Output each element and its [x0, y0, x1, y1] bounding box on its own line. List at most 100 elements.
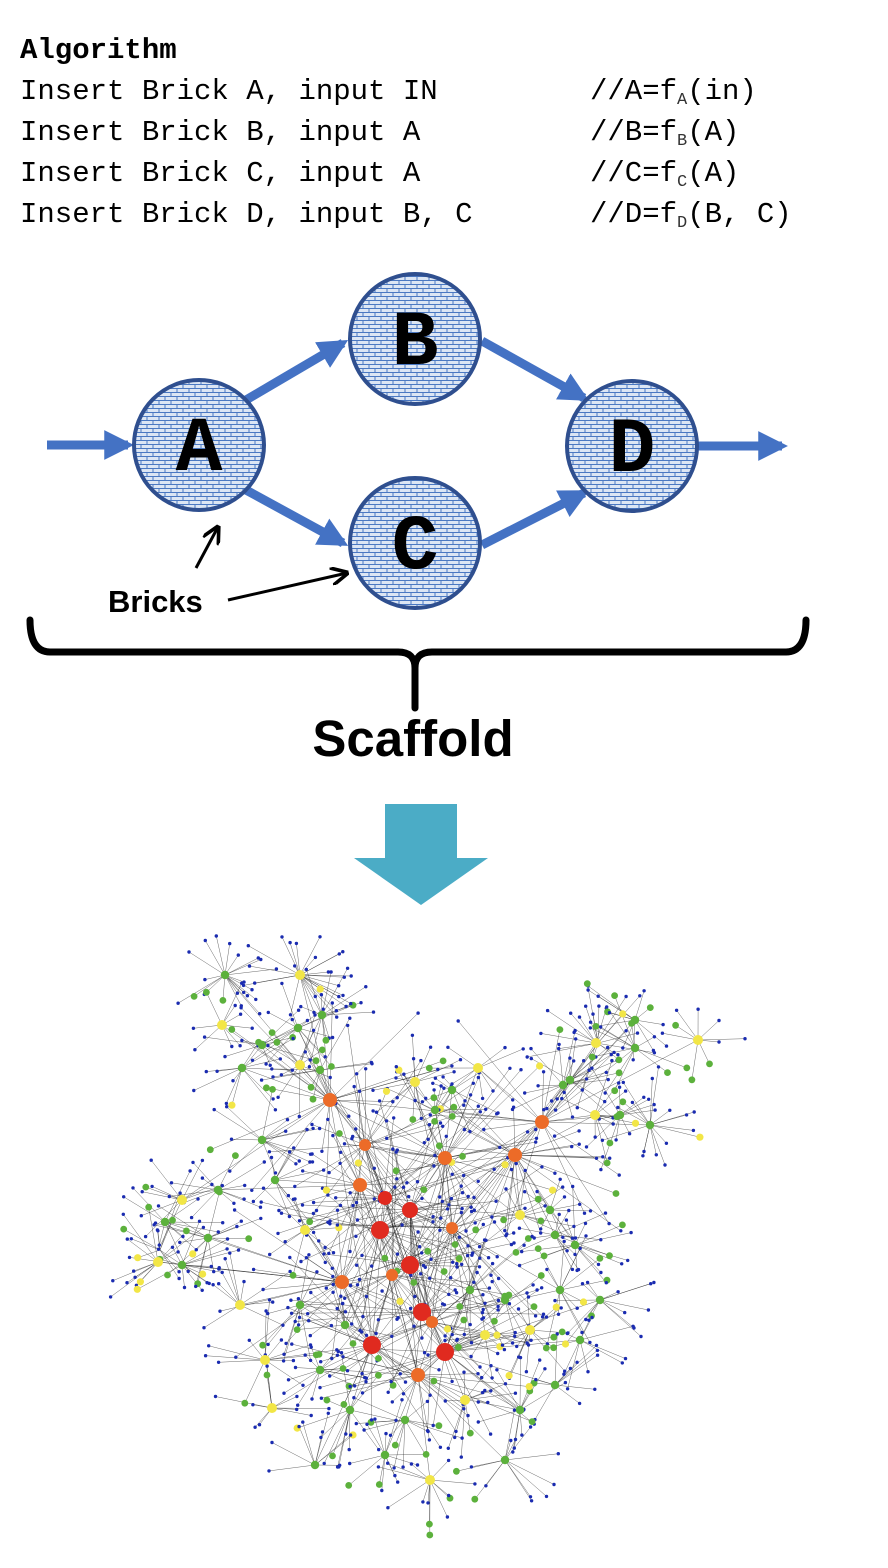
network-node — [331, 1274, 335, 1279]
network-node — [426, 1137, 430, 1142]
network-node — [460, 1316, 468, 1324]
network-node — [329, 1323, 334, 1328]
network-edge — [421, 1294, 483, 1313]
network-edge — [289, 1257, 373, 1346]
network-edge — [290, 974, 301, 1015]
network-node — [240, 1038, 244, 1043]
network-edge — [261, 1069, 321, 1081]
network-edge — [429, 1227, 453, 1279]
network-node — [199, 1270, 207, 1278]
network-node — [191, 1026, 196, 1031]
network-edge — [349, 1375, 379, 1411]
network-edge — [241, 1067, 293, 1071]
network-edge — [514, 1154, 541, 1234]
network-node — [391, 1100, 395, 1104]
network-node — [523, 1091, 527, 1095]
network-edge — [519, 1357, 521, 1411]
network-node — [177, 1276, 181, 1281]
network-edge — [396, 1157, 446, 1180]
network-node — [261, 1186, 266, 1190]
network-edge — [579, 1339, 589, 1372]
network-edge — [229, 1253, 241, 1306]
network-edge — [514, 1154, 556, 1236]
network-node — [529, 1046, 533, 1051]
network-node — [312, 1057, 320, 1065]
network-node — [323, 1260, 327, 1265]
network-edge — [574, 1244, 622, 1265]
network-edge — [274, 1129, 308, 1181]
network-node — [642, 989, 646, 993]
network-node — [652, 1102, 656, 1107]
network-edge — [181, 1238, 228, 1266]
network-node — [540, 1252, 548, 1260]
brick-node-d-label: D — [609, 407, 656, 495]
network-node — [484, 1238, 488, 1243]
network-node — [438, 1121, 443, 1125]
network-node — [156, 1204, 161, 1208]
network-edge — [384, 1157, 508, 1199]
network-node — [337, 994, 341, 999]
network-node — [341, 1355, 345, 1359]
network-node — [436, 1343, 454, 1361]
network-edge — [566, 1220, 576, 1246]
algorithm-command: Insert Brick B, input A — [20, 116, 421, 149]
network-edge — [528, 1289, 561, 1298]
network-edge — [142, 1191, 183, 1201]
network-node — [392, 1167, 400, 1175]
network-edge — [451, 1129, 536, 1229]
network-node — [125, 1281, 129, 1285]
network-node — [348, 1461, 352, 1466]
network-node — [535, 1189, 539, 1194]
network-node — [492, 1220, 497, 1224]
network-node — [310, 1397, 314, 1401]
network-edge — [597, 1013, 623, 1044]
network-node — [131, 1186, 135, 1190]
network-node — [308, 1058, 312, 1062]
network-node — [459, 1152, 466, 1160]
network-node — [240, 981, 244, 985]
network-node — [270, 1175, 280, 1185]
network-node — [291, 1197, 296, 1202]
network-node — [610, 1058, 614, 1063]
network-edge — [319, 1349, 337, 1371]
network-node — [369, 1418, 374, 1422]
network-node — [336, 1349, 340, 1354]
network-node — [236, 953, 240, 957]
network-edge — [485, 1459, 506, 1486]
network-node — [691, 1128, 696, 1133]
network-node — [489, 1364, 493, 1368]
network-node — [355, 1072, 359, 1076]
network-node — [200, 1158, 205, 1163]
network-edge — [649, 1124, 694, 1131]
network-node — [139, 1214, 143, 1218]
network-node — [276, 1231, 280, 1236]
network-node — [354, 1159, 362, 1167]
network-edge — [444, 1339, 581, 1353]
network-node — [258, 1205, 263, 1209]
network-edge — [391, 1274, 474, 1283]
network-edge — [145, 1186, 183, 1201]
network-node — [415, 1180, 420, 1184]
network-node — [688, 1076, 696, 1084]
network-edge — [541, 1029, 561, 1123]
brick-node-a: A — [132, 378, 266, 512]
network-node — [473, 1221, 477, 1225]
network-edge — [475, 1154, 516, 1230]
network-node — [304, 967, 308, 972]
network-node — [313, 955, 318, 960]
network-edge — [112, 1261, 159, 1281]
network-edge — [384, 1209, 411, 1259]
network-node — [606, 1252, 613, 1260]
network-node — [507, 1302, 512, 1306]
network-edge — [451, 1089, 471, 1132]
network-node — [538, 1358, 542, 1362]
network-node — [304, 1256, 309, 1260]
network-edge — [606, 1006, 636, 1049]
network-node — [271, 1075, 275, 1079]
network-node — [291, 1358, 296, 1363]
network-node — [239, 1219, 243, 1223]
network-node — [329, 970, 333, 974]
network-edge — [384, 1399, 403, 1456]
network-node — [334, 1196, 338, 1200]
network-edge — [241, 1058, 281, 1069]
